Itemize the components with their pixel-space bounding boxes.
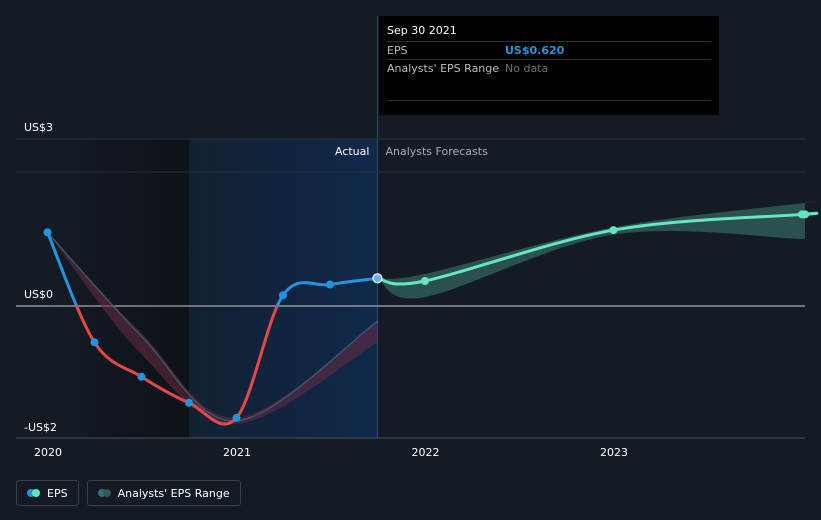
actual-label: Actual — [335, 145, 369, 158]
range-legend-icon — [97, 489, 111, 497]
forecast-point — [420, 276, 429, 285]
eps-line-positive — [46, 231, 378, 306]
tooltip-eps-value: US$0.620 — [505, 44, 565, 57]
legend-range-label: Analysts' EPS Range — [117, 486, 230, 500]
eps-point-current — [372, 273, 383, 284]
eps-chart: US$3 US$0 -US$2 2020 2021 2022 2023 Actual Analy… — [16, 16, 819, 459]
forecast-point — [609, 226, 618, 235]
eps-point — [43, 228, 52, 237]
tooltip-row-range: Analysts' EPS Range No data — [387, 59, 711, 77]
tooltip-range-value: No data — [505, 62, 549, 75]
tooltip-range-label: Analysts' EPS Range — [387, 62, 500, 75]
legend: EPS Analysts' EPS Range — [16, 480, 241, 508]
tooltip-row-eps: EPS US$0.620 — [387, 41, 711, 59]
y-tick-label: US$3 — [24, 121, 53, 134]
tooltip-eps-label: EPS — [387, 44, 408, 57]
actual-period-shade — [188, 139, 378, 438]
analyst-range-history-line — [47, 231, 378, 422]
legend-eps-label: EPS — [47, 486, 68, 500]
y-tick-label: US$0 — [24, 288, 53, 301]
eps-legend-icon — [27, 489, 40, 497]
x-tick-label: 2023 — [600, 446, 628, 459]
eps-point — [232, 413, 241, 422]
y-tick-label: -US$2 — [24, 421, 57, 434]
x-tick-label: 2021 — [223, 446, 251, 459]
tooltip-date: Sep 30 2021 — [387, 24, 457, 37]
eps-point — [325, 280, 334, 289]
x-tick-label: 2022 — [411, 446, 439, 459]
eps-point — [278, 291, 287, 300]
legend-range-button[interactable]: Analysts' EPS Range — [86, 480, 241, 506]
forecast-range-band — [377, 201, 817, 299]
tooltip-divider — [387, 100, 711, 101]
eps-point — [90, 338, 99, 347]
legend-eps-button[interactable]: EPS — [16, 480, 79, 506]
x-tick-label: 2020 — [34, 446, 62, 459]
forecast-point — [801, 210, 809, 219]
tooltip: Sep 30 2021 EPS US$0.620 Analysts' EPS R… — [379, 16, 719, 115]
forecast-label: Analysts Forecasts — [385, 145, 488, 158]
eps-point — [184, 398, 193, 407]
eps-point — [137, 372, 146, 381]
